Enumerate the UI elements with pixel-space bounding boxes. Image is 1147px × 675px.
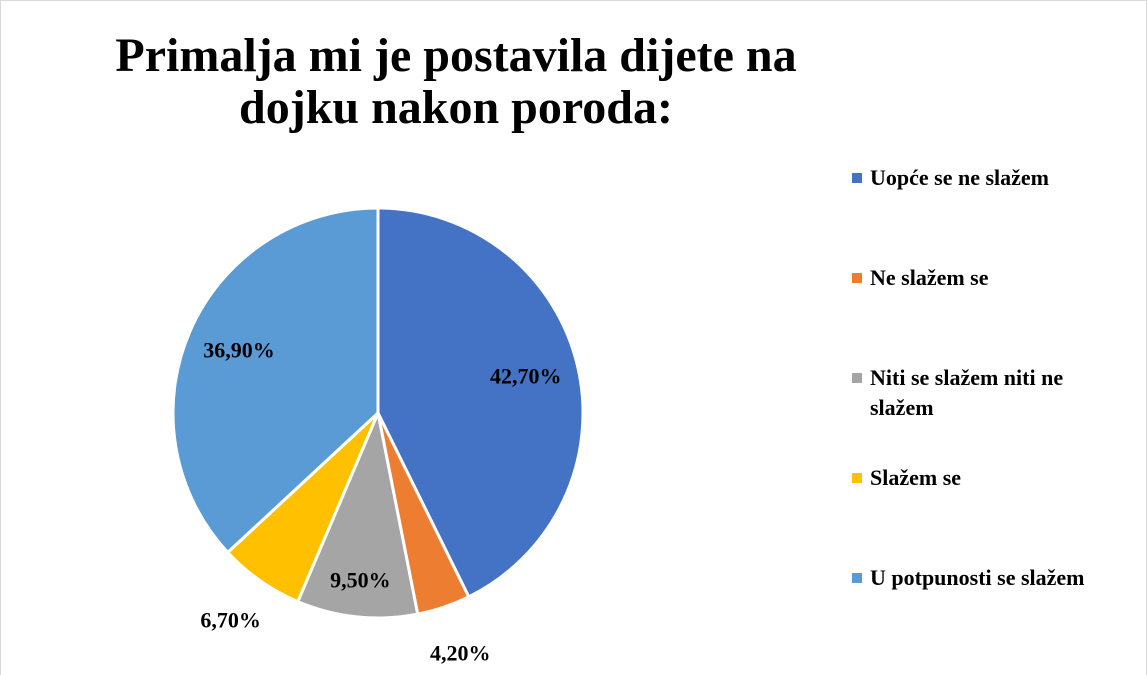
legend-swatch [852,173,862,183]
data-label: 6,70% [200,608,261,633]
legend-item: U potpunosti se slažem [852,563,1112,593]
legend-label: Slažem se [870,465,962,490]
data-label: 4,20% [430,641,491,666]
legend-label: Niti se slažem niti ne slažem [870,365,1064,420]
data-label: 9,50% [330,567,391,592]
legend-swatch [852,373,862,383]
legend-label: Ne slažem se [870,265,989,290]
pie-slice [171,206,380,555]
legend-item: Ne slažem se [852,263,1112,293]
chart-title: Primalja mi je postavila dijete na dojku… [115,29,797,134]
legend-swatch [852,473,862,483]
pie-slice [295,407,420,620]
legend-swatch [852,273,862,283]
legend-label: Uopće se ne slažem [870,165,1050,190]
pie-slice [376,206,585,599]
legend-item: Slažem se [852,463,1112,493]
data-label: 36,90% [203,337,275,362]
legend-item: Uopće se ne slažem [852,163,1112,193]
legend-label: U potpunosti se slažem [870,565,1085,590]
data-label: 42,70% [490,364,562,389]
legend-item: Niti se slažem niti ne slažem [852,363,1112,423]
legend-swatch [852,573,862,583]
